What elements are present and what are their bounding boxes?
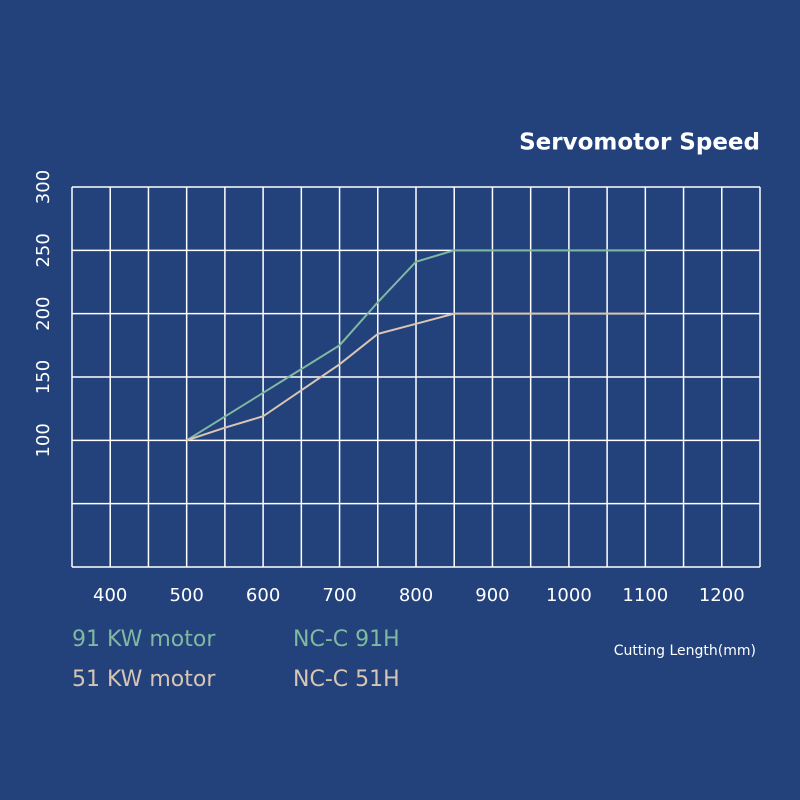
- y-tick-label: 300: [33, 170, 54, 204]
- legend-label: NC-C 51H: [293, 667, 400, 692]
- chart-title: Servomotor Speed: [519, 130, 760, 156]
- y-tick-label: 200: [33, 296, 54, 330]
- x-tick-label: 600: [246, 585, 280, 606]
- legend-motor: 91 KW motor: [72, 627, 216, 652]
- y-tick-label: 150: [33, 360, 54, 394]
- line: [186, 312, 646, 442]
- x-axis-label: Cutting Length(mm): [614, 643, 756, 659]
- x-tick-label: 1100: [622, 585, 668, 606]
- x-tick-label: 500: [169, 585, 203, 606]
- x-tick-label: 1200: [699, 585, 745, 606]
- x-tick-label: 1000: [546, 585, 592, 606]
- x-tick-label: 700: [322, 585, 356, 606]
- y-tick-label: 250: [33, 233, 54, 267]
- y-tick-label: 100: [33, 423, 54, 457]
- x-tick-label: 400: [93, 585, 127, 606]
- legend-motor: 51 KW motor: [72, 667, 216, 692]
- x-tick-label: 800: [399, 585, 433, 606]
- x-tick-label: 900: [475, 585, 509, 606]
- line: [186, 249, 646, 442]
- legend-label: NC-C 91H: [293, 627, 400, 652]
